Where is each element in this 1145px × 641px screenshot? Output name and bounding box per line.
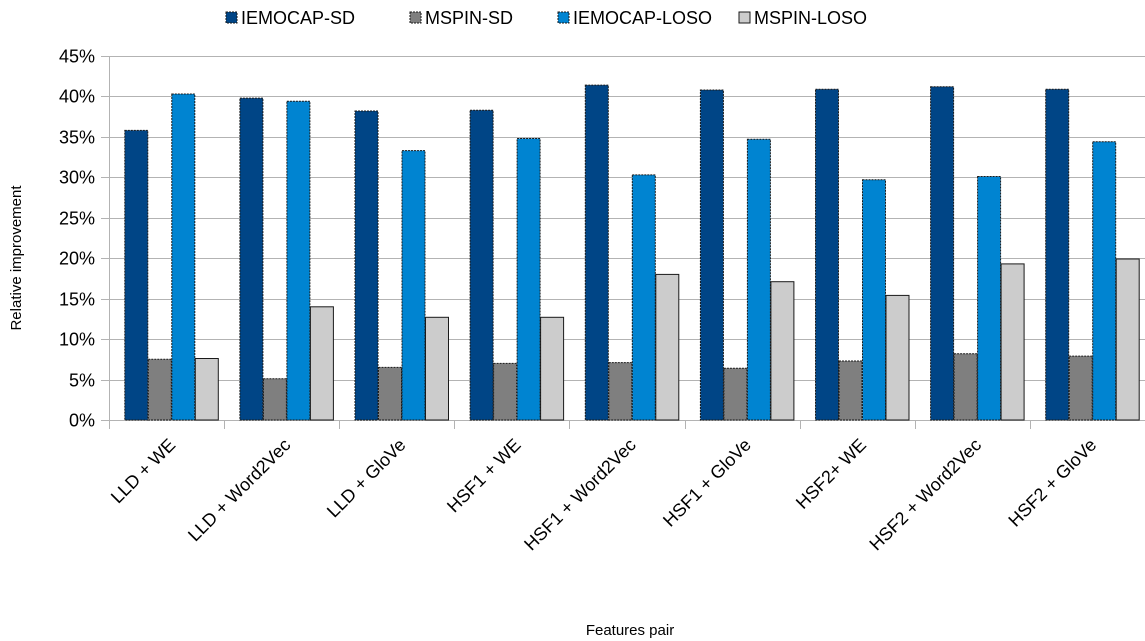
bar bbox=[885, 294, 910, 421]
bar bbox=[1045, 88, 1070, 421]
legend: IEMOCAP-SD MSPIN-SD IEMOCAP-LOSO MSPIN-LOSO bbox=[225, 8, 867, 28]
y-tick-label: 10% bbox=[59, 330, 95, 350]
bar bbox=[309, 306, 334, 421]
bars bbox=[124, 84, 1140, 421]
bar bbox=[540, 316, 565, 421]
bar bbox=[401, 150, 426, 421]
bar bbox=[977, 176, 1002, 421]
x-tick-label: LLD + WE bbox=[107, 435, 180, 508]
y-tick-label: 20% bbox=[59, 249, 95, 269]
bar bbox=[239, 97, 264, 421]
x-tick-label: HSF1 + Word2Vec bbox=[520, 435, 640, 555]
bar bbox=[516, 138, 541, 421]
y-tick-label: 40% bbox=[59, 87, 95, 107]
bar bbox=[723, 367, 748, 421]
bar bbox=[194, 358, 219, 421]
x-tick-labels: LLD + WE LLD + Word2Vec LLD + GloVe HSF1 + … bbox=[107, 435, 1100, 555]
axes bbox=[109, 56, 1031, 429]
y-tick-label: 30% bbox=[59, 168, 95, 188]
bar bbox=[930, 86, 955, 421]
x-axis-title: Features pair bbox=[586, 622, 674, 639]
legend-swatch bbox=[557, 11, 570, 24]
x-tick-label: HSF2 + Word2Vec bbox=[865, 435, 985, 555]
bar bbox=[699, 89, 724, 421]
bar bbox=[631, 174, 656, 421]
bar bbox=[746, 138, 771, 421]
bar bbox=[815, 88, 839, 421]
bar bbox=[262, 378, 287, 421]
x-tick-label: HSF2+ WE bbox=[792, 435, 870, 513]
x-tick-label: HSF1 + WE bbox=[443, 435, 525, 517]
legend-swatch bbox=[409, 11, 422, 24]
x-tick-label: HSF2 + GloVe bbox=[1004, 435, 1100, 531]
x-tick-label: LLD + Word2Vec bbox=[184, 435, 294, 545]
bar bbox=[286, 100, 311, 421]
bar bbox=[770, 281, 795, 421]
y-tick-labels: 0% 5% 10% 15% 20% 25% 30% 35% 40% 45% bbox=[59, 47, 95, 431]
x-tick-label: HSF1 + GloVe bbox=[659, 435, 755, 531]
legend-label: MSPIN-SD bbox=[425, 8, 513, 28]
bar bbox=[1092, 141, 1117, 421]
bar bbox=[124, 129, 149, 421]
bar bbox=[469, 109, 494, 421]
legend-label: MSPIN-LOSO bbox=[754, 8, 867, 28]
y-tick-label: 35% bbox=[59, 128, 95, 148]
bar bbox=[655, 273, 680, 421]
legend-label: IEMOCAP-LOSO bbox=[573, 8, 712, 28]
bar bbox=[171, 93, 196, 421]
bar bbox=[1000, 263, 1025, 421]
legend-swatch bbox=[225, 11, 238, 24]
legend-swatch bbox=[738, 11, 751, 24]
bar bbox=[608, 362, 633, 421]
y-axis-title: Relative improvement bbox=[8, 185, 25, 331]
y-tick-label: 0% bbox=[69, 411, 95, 431]
y-tick-label: 45% bbox=[59, 47, 95, 67]
legend-label: IEMOCAP-SD bbox=[241, 8, 355, 28]
bar bbox=[354, 110, 379, 421]
bar bbox=[862, 179, 886, 421]
x-tick-label: LLD + GloVe bbox=[323, 435, 410, 522]
bar bbox=[1068, 355, 1093, 421]
y-tick-label: 15% bbox=[59, 290, 95, 310]
bar bbox=[493, 362, 518, 421]
bar bbox=[1115, 258, 1140, 421]
bar bbox=[953, 353, 978, 421]
bar bbox=[584, 84, 609, 421]
y-tick-label: 25% bbox=[59, 209, 95, 229]
bar bbox=[425, 316, 449, 421]
bar bbox=[378, 366, 402, 421]
bar bbox=[147, 358, 172, 421]
y-tick-label: 5% bbox=[69, 371, 95, 391]
bar bbox=[838, 360, 863, 421]
